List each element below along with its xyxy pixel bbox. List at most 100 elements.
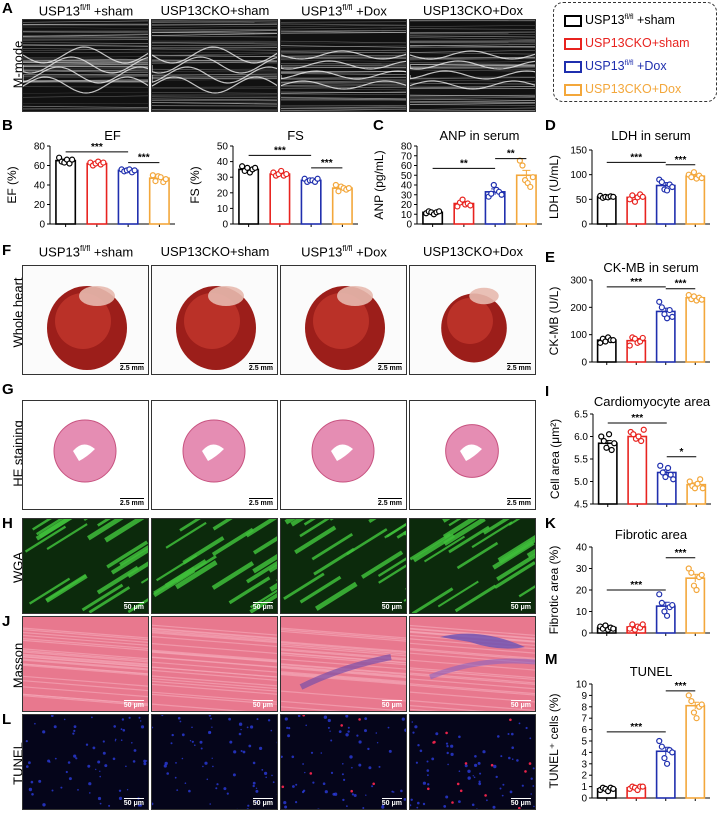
data-point	[611, 440, 618, 447]
legend-swatch	[564, 37, 582, 50]
data-point	[639, 334, 646, 342]
tunel-image-3: 50 μm	[280, 714, 407, 810]
scale-bar-line	[506, 362, 531, 364]
y-tick-label: 0	[581, 629, 587, 640]
y-axis-label: CK-MB (U/L)	[547, 287, 561, 356]
scale-bar-line	[381, 699, 402, 701]
chart-ef: EF 0 20 40 60 80 EF (%) *** ***	[5, 128, 175, 231]
y-tick-label: 0	[39, 220, 45, 231]
data-point	[610, 625, 617, 632]
significance-label: ***	[675, 155, 687, 166]
scale-bar: 50 μm	[123, 601, 144, 611]
data-point	[656, 591, 663, 598]
scale-bar-line	[252, 699, 273, 701]
data-point	[691, 485, 699, 492]
scale-bar: 50 μm	[381, 699, 402, 709]
y-tick-label: 2	[581, 771, 587, 782]
scale-bar-line	[248, 497, 273, 499]
y-tick-label: 4.5	[574, 500, 588, 511]
group-header-f-2: USP13CKO+sham	[160, 244, 270, 259]
masson-image-2: 50 μm	[151, 616, 278, 712]
y-tick-label: 30	[217, 173, 229, 184]
wga-image-3: 50 μm	[280, 518, 407, 614]
data-point	[669, 313, 676, 321]
y-tick-label: 100	[570, 330, 587, 341]
significance-label: ***	[630, 277, 642, 288]
scale-bar-line	[119, 497, 144, 499]
y-tick-label: 40	[217, 157, 229, 168]
chart-cell-area: Cardiomyocyte area 4.5 5.0 5.5 6.0 6.5 Cell ar…	[548, 394, 711, 511]
data-point	[244, 164, 251, 171]
data-point	[630, 431, 637, 438]
data-point	[698, 701, 705, 708]
data-point	[663, 760, 671, 767]
scale-bar: 50 μm	[381, 797, 402, 807]
bar	[148, 177, 170, 225]
bar	[117, 169, 139, 225]
panel-letter-c: C	[373, 117, 384, 134]
y-axis-label: Fibrotic area (%)	[547, 546, 561, 635]
significance-label: ***	[675, 279, 687, 290]
scale-bar-line	[252, 601, 273, 603]
group-header-4: USP13CKO+Dox	[422, 3, 524, 18]
y-tick-label: 50	[576, 195, 588, 206]
legend-item-2: USP13CKO+sham	[564, 36, 690, 52]
tunel-image-1: 50 μm	[22, 714, 149, 810]
data-point	[490, 181, 497, 189]
data-point	[688, 569, 695, 576]
data-point	[662, 473, 669, 481]
y-tick-label: 9	[581, 691, 587, 702]
data-point	[69, 156, 76, 163]
he-image-1: 2.5 mm	[22, 400, 149, 510]
data-point	[657, 462, 664, 469]
tunel-image-4: 50 μm	[409, 714, 536, 810]
legend-item-1: USP13fl/fl +sham	[564, 13, 675, 29]
data-point	[669, 183, 676, 191]
data-point	[498, 191, 505, 198]
y-tick-label: 20	[401, 200, 413, 211]
data-point	[162, 176, 169, 183]
chart-title: FS	[287, 128, 304, 143]
data-point	[610, 785, 617, 792]
data-point	[252, 164, 259, 171]
heart-image-3: 2.5 mm	[280, 265, 407, 375]
legend-item-3: USP13fl/fl +Dox	[564, 59, 667, 75]
data-point	[699, 485, 706, 492]
significance-label: ***	[321, 158, 333, 169]
data-point	[610, 337, 617, 344]
data-point	[629, 192, 636, 199]
data-point	[639, 621, 646, 628]
data-point	[669, 601, 676, 609]
y-tick-label: 3	[581, 759, 587, 770]
data-point	[686, 478, 693, 485]
data-point	[693, 715, 700, 722]
scale-bar-label: 2.5 mm	[506, 500, 531, 507]
y-tick-label: 5.5	[574, 455, 588, 466]
data-point	[467, 202, 474, 209]
data-point	[658, 599, 665, 607]
data-point	[239, 163, 246, 170]
scale-bar-line	[119, 362, 144, 364]
significance-label: **	[460, 158, 468, 169]
y-tick-label: 200	[570, 303, 587, 314]
data-point	[685, 565, 692, 572]
scale-bar: 50 μm	[252, 601, 273, 611]
y-tick-label: 300	[570, 276, 587, 287]
chart-ckmb: CK-MB in serum 0 100 200 300 CK-MB (U/L) *** **…	[547, 260, 710, 369]
y-axis-label: ANP (pg/mL)	[372, 150, 386, 219]
scale-bar-label: 50 μm	[381, 604, 402, 611]
data-point	[698, 296, 705, 303]
data-point	[335, 188, 342, 195]
scale-bar-line	[510, 699, 531, 701]
data-point	[664, 464, 672, 472]
data-point	[345, 185, 352, 192]
bar	[331, 187, 353, 225]
scale-bar: 2.5 mm	[248, 497, 273, 507]
chart-title: EF	[104, 128, 121, 143]
y-axis-label: LDH (U/mL)	[547, 155, 561, 219]
scale-bar-line	[123, 797, 144, 799]
data-point	[640, 426, 647, 433]
legend-item-4: USP13CKO+Dox	[564, 82, 681, 98]
significance-label: ***	[631, 413, 643, 424]
y-axis-label: FS (%)	[188, 166, 202, 203]
